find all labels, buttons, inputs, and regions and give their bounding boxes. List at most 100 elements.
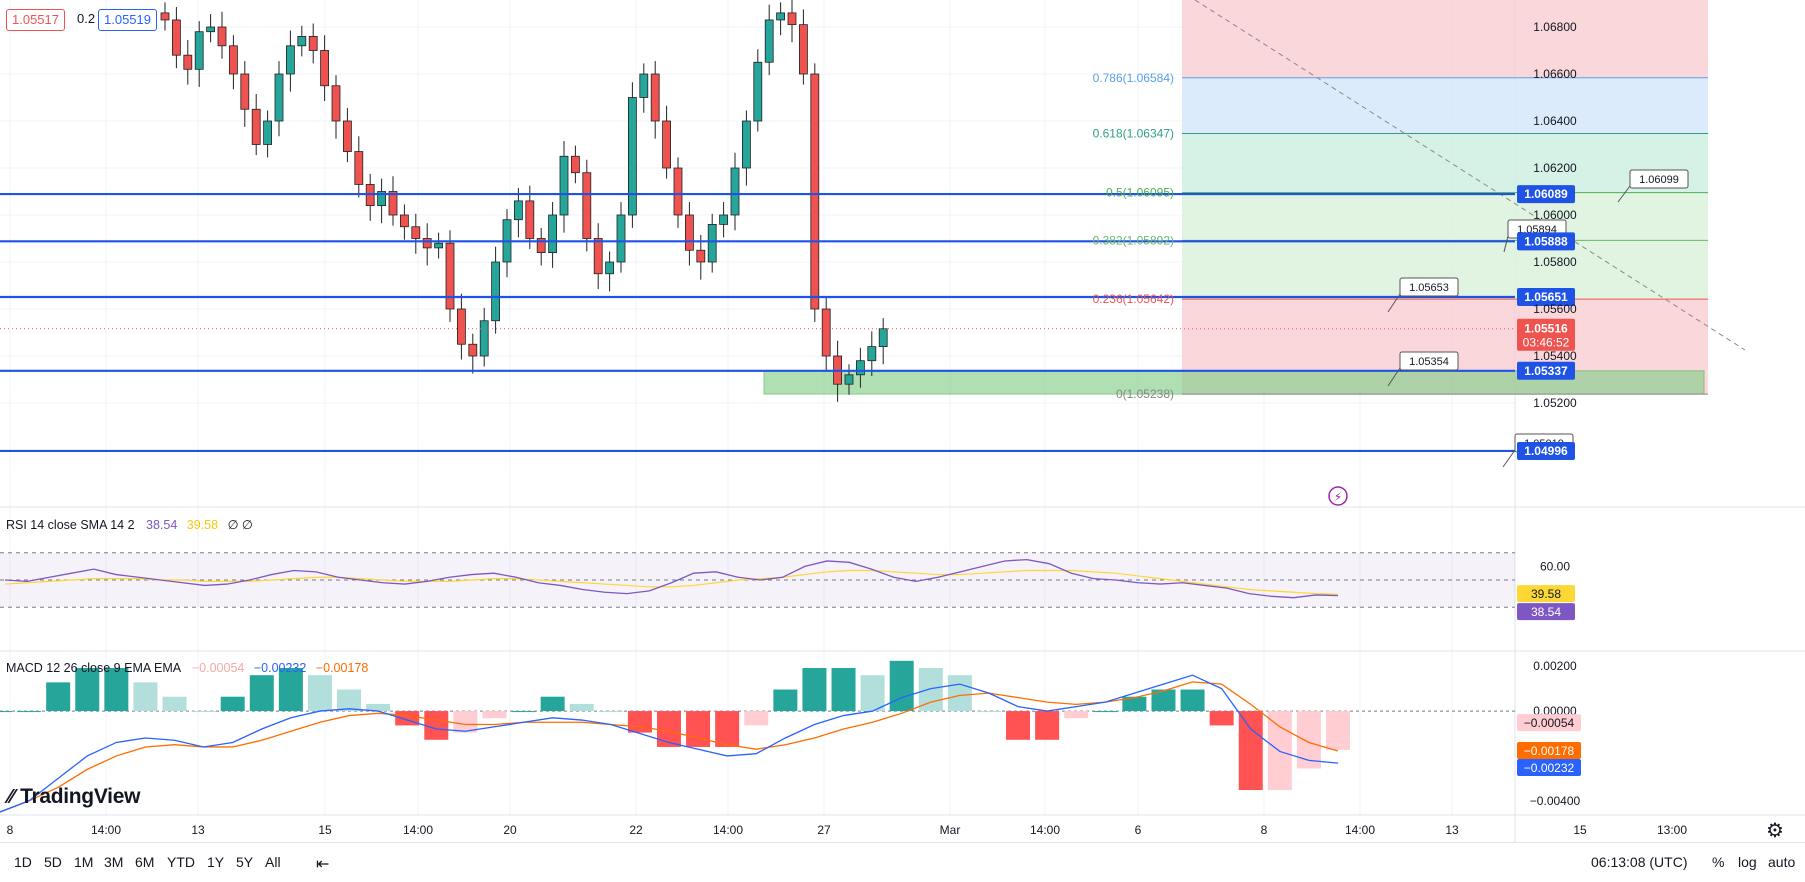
candle-33 — [536, 238, 546, 253]
range-1y[interactable]: 1Y — [207, 854, 225, 870]
last-price-tag: 1.05516 — [1524, 322, 1568, 336]
fib-zone-618 — [1182, 133, 1708, 193]
fib-zone-786 — [1182, 77, 1708, 134]
macd-hist-bar-18 — [511, 711, 536, 713]
candle-0 — [160, 12, 170, 21]
macd-pane: 0.002000.00000−0.00200−0.00400−0.00054−0… — [0, 659, 1581, 813]
price-axis[interactable]: 1.06089 1.05888 1.05651 1.05337 1.04996 1.068… — [1517, 20, 1577, 460]
candle-63 — [878, 328, 888, 347]
range-6m[interactable]: 6M — [135, 854, 155, 870]
macd-legend-title: MACD 12 26 close 9 EMA EMA — [6, 661, 181, 675]
range-1m[interactable]: 1M — [74, 854, 94, 870]
macd-hist-bar-7 — [191, 711, 216, 713]
last-price-tag-bg — [1517, 318, 1575, 351]
trend-line-dashed — [1194, 0, 1746, 351]
candle-48 — [707, 223, 717, 263]
candle-27 — [468, 343, 478, 357]
candle-35 — [559, 155, 569, 216]
candle-41 — [628, 97, 637, 216]
range-all[interactable]: All — [265, 854, 281, 870]
level-tag-1: 1.05888 — [1524, 234, 1568, 248]
range-5d[interactable]: 5D — [44, 854, 62, 870]
level-tag-bg-2 — [1517, 288, 1575, 307]
candle-14 — [320, 50, 330, 87]
countdown-tag: 03:46:52 — [1523, 336, 1570, 350]
percent-toggle[interactable]: % — [1712, 854, 1725, 870]
candle-6 — [228, 45, 238, 75]
rsi-legend[interactable]: RSI 14 close SMA 14 2 38.54 39.58 ∅ ∅ — [6, 517, 253, 532]
candles-group — [0, 0, 1515, 402]
time-tick-1: 14:00 — [91, 823, 121, 837]
candle-58 — [821, 308, 831, 357]
candle-8 — [251, 108, 261, 145]
range-3m[interactable]: 3M — [104, 854, 124, 870]
macd-hist-bar-23 — [657, 711, 681, 747]
macd-hist-bar-45 — [1296, 711, 1321, 769]
callout-box-2 — [1399, 277, 1459, 297]
settings-gear-icon[interactable]: ⚙ — [1766, 820, 1784, 842]
candle-57 — [810, 73, 820, 310]
candle-4 — [206, 26, 216, 33]
candle-60 — [844, 374, 854, 385]
candle-10 — [274, 73, 284, 122]
rsi-sma-tag: 39.58 — [1531, 587, 1561, 601]
candle-51 — [742, 120, 751, 169]
date-range-icon[interactable]: ⇤ — [316, 856, 330, 873]
candle-3 — [194, 31, 204, 70]
macd-axis-tick-0: 0.00200 — [1533, 659, 1577, 673]
macd-hist-bar-40 — [1151, 689, 1176, 712]
macd-hist-bar-31 — [889, 660, 914, 712]
candle-2 — [183, 54, 193, 70]
macd-hist-bar-43 — [1238, 711, 1263, 791]
tradingview-logo[interactable]: ⁄⁄ TradingView — [8, 785, 140, 809]
macd-hist-bar-5 — [133, 682, 158, 712]
time-tick-14: 13 — [1445, 823, 1459, 837]
candle-38 — [593, 238, 603, 275]
rsi-sma-line — [4, 569, 1339, 595]
candle-32 — [525, 200, 535, 239]
utc-clock[interactable]: 06:13:08 (UTC) — [1591, 854, 1688, 870]
auto-toggle[interactable]: auto — [1768, 854, 1796, 870]
candle-53 — [764, 19, 774, 63]
candle-17 — [354, 151, 364, 185]
range-5y[interactable]: 5Y — [236, 854, 254, 870]
candle-37 — [582, 172, 592, 239]
rsi-legend-value: 38.54 — [146, 518, 178, 532]
macd-legend-macd: −0.00232 — [253, 661, 307, 675]
candle-52 — [753, 61, 763, 122]
macd-hist-bar-38 — [1093, 711, 1118, 713]
rsi-legend-extra: ∅ ∅ — [227, 518, 253, 532]
log-toggle[interactable]: log — [1738, 854, 1757, 870]
macd-hist-bar-17 — [482, 711, 507, 719]
macd-legend[interactable]: MACD 12 26 close 9 EMA EMA −0.00054 −0.0… — [6, 661, 368, 675]
callout-text-2: 1.05653 — [1409, 282, 1449, 294]
candle-46 — [685, 214, 694, 251]
ask-price[interactable]: 1.05519 — [98, 9, 157, 31]
time-tick-0: 8 — [7, 823, 14, 837]
event-flash-glyph: ⚡ — [1334, 490, 1342, 504]
range-ytd[interactable]: YTD — [167, 854, 195, 870]
horizontal-levels[interactable] — [0, 192, 1515, 453]
candle-50 — [730, 167, 740, 216]
macd-tag-0: −0.00054 — [1524, 716, 1575, 730]
macd-hist-bar-8 — [220, 696, 245, 712]
macd-hist-bar-2 — [46, 682, 71, 712]
macd-hist-bar-27 — [773, 689, 798, 712]
candle-44 — [662, 120, 671, 169]
range-1d[interactable]: 1D — [14, 854, 32, 870]
level-tag-bg-0 — [1517, 185, 1575, 204]
candle-13 — [308, 36, 318, 51]
macd-hist-bar-16 — [453, 711, 478, 733]
macd-hist-bar-29 — [831, 668, 856, 712]
macd-hist-bar-10 — [278, 668, 303, 712]
time-axis[interactable]: 8 14:00 13 15 14:00 20 22 14:00 27 Mar 14:00 6 8 14:0… — [7, 823, 1688, 837]
callout-pointer-4 — [1502, 449, 1516, 468]
trading-chart[interactable]: 0.786(1.06584) 0.618(1.06347) 0.5(1.06095)… — [0, 0, 1805, 842]
bid-price[interactable]: 1.05517 — [6, 9, 65, 31]
fib-zones — [763, 0, 1746, 395]
fib-label-2: 0.5(1.06095) — [1106, 186, 1174, 200]
tradingview-mark-icon: ⁄⁄ — [8, 786, 15, 808]
candle-26 — [456, 308, 466, 345]
price-tick-3: 1.06200 — [1533, 161, 1577, 175]
price-tick-7: 1.05400 — [1533, 349, 1577, 363]
